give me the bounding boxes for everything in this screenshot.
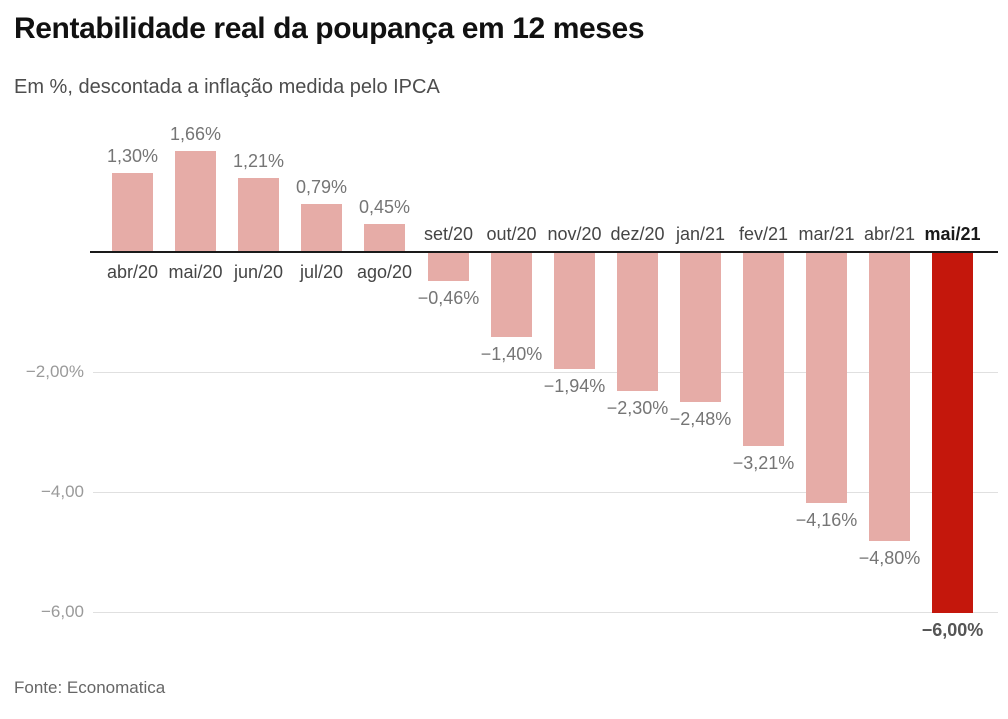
bar-abr-20	[112, 173, 153, 251]
value-label-set-20: −0,46%	[417, 288, 480, 308]
y-axis-tick-label: −2,00%	[25, 362, 84, 381]
x-axis-label-mai-20: mai/20	[168, 262, 223, 282]
bar-out-20	[491, 253, 532, 337]
x-axis-label-ago-20: ago/20	[356, 262, 413, 282]
value-label-dez-20: −2,30%	[606, 398, 669, 418]
chart-subtitle: Em %, descontada a inflação medida pelo …	[14, 76, 440, 98]
y-axis-tick-label: −6,00	[40, 602, 84, 621]
x-axis-label-dez-20: dez/20	[610, 224, 665, 244]
value-label-jan-21: −2,48%	[669, 409, 732, 429]
gridline--2-00-	[93, 372, 998, 373]
bar-mar-21	[806, 253, 847, 503]
x-axis-line	[90, 251, 998, 253]
gridline--6-00	[93, 612, 998, 613]
page-title: Rentabilidade real da poupança em 12 mes…	[14, 12, 645, 45]
value-label-abr-21: −4,80%	[858, 548, 921, 568]
source-note: Fonte: Economatica	[14, 678, 166, 697]
bar-fev-21	[743, 253, 784, 446]
bar-abr-21	[869, 253, 910, 541]
value-label-nov-20: −1,94%	[543, 376, 606, 396]
x-axis-label-mar-21: mar/21	[798, 224, 855, 244]
value-label-out-20: −1,40%	[480, 344, 543, 364]
x-axis-label-mai-21: mai/21	[924, 224, 981, 244]
x-axis-label-jun-20: jun/20	[233, 262, 284, 282]
bar-nov-20	[554, 253, 595, 369]
value-label-mai-20: 1,66%	[169, 124, 222, 144]
x-axis-label-out-20: out/20	[486, 224, 537, 244]
bar-set-20	[428, 253, 469, 281]
bar-jan-21	[680, 253, 721, 402]
value-label-mar-21: −4,16%	[795, 510, 858, 530]
bar-mai-20	[175, 151, 216, 251]
value-label-abr-20: 1,30%	[106, 146, 159, 166]
value-label-jun-20: 1,21%	[232, 151, 285, 171]
x-axis-label-jul-20: jul/20	[299, 262, 344, 282]
bar-mai-21	[932, 253, 973, 613]
bar-ago-20	[364, 224, 405, 251]
x-axis-label-abr-20: abr/20	[106, 262, 159, 282]
bar-jun-20	[238, 178, 279, 251]
gridline--4-00	[93, 492, 998, 493]
bar-jul-20	[301, 204, 342, 251]
value-label-jul-20: 0,79%	[295, 177, 348, 197]
x-axis-label-nov-20: nov/20	[547, 224, 602, 244]
value-label-ago-20: 0,45%	[358, 197, 411, 217]
x-axis-label-set-20: set/20	[423, 224, 474, 244]
x-axis-label-jan-21: jan/21	[675, 224, 726, 244]
value-label-fev-21: −3,21%	[732, 453, 795, 473]
x-axis-label-abr-21: abr/21	[863, 224, 916, 244]
y-axis-tick-label: −4,00	[40, 482, 84, 501]
value-label-mai-21: −6,00%	[921, 620, 984, 640]
bar-dez-20	[617, 253, 658, 391]
x-axis-label-fev-21: fev/21	[738, 224, 789, 244]
